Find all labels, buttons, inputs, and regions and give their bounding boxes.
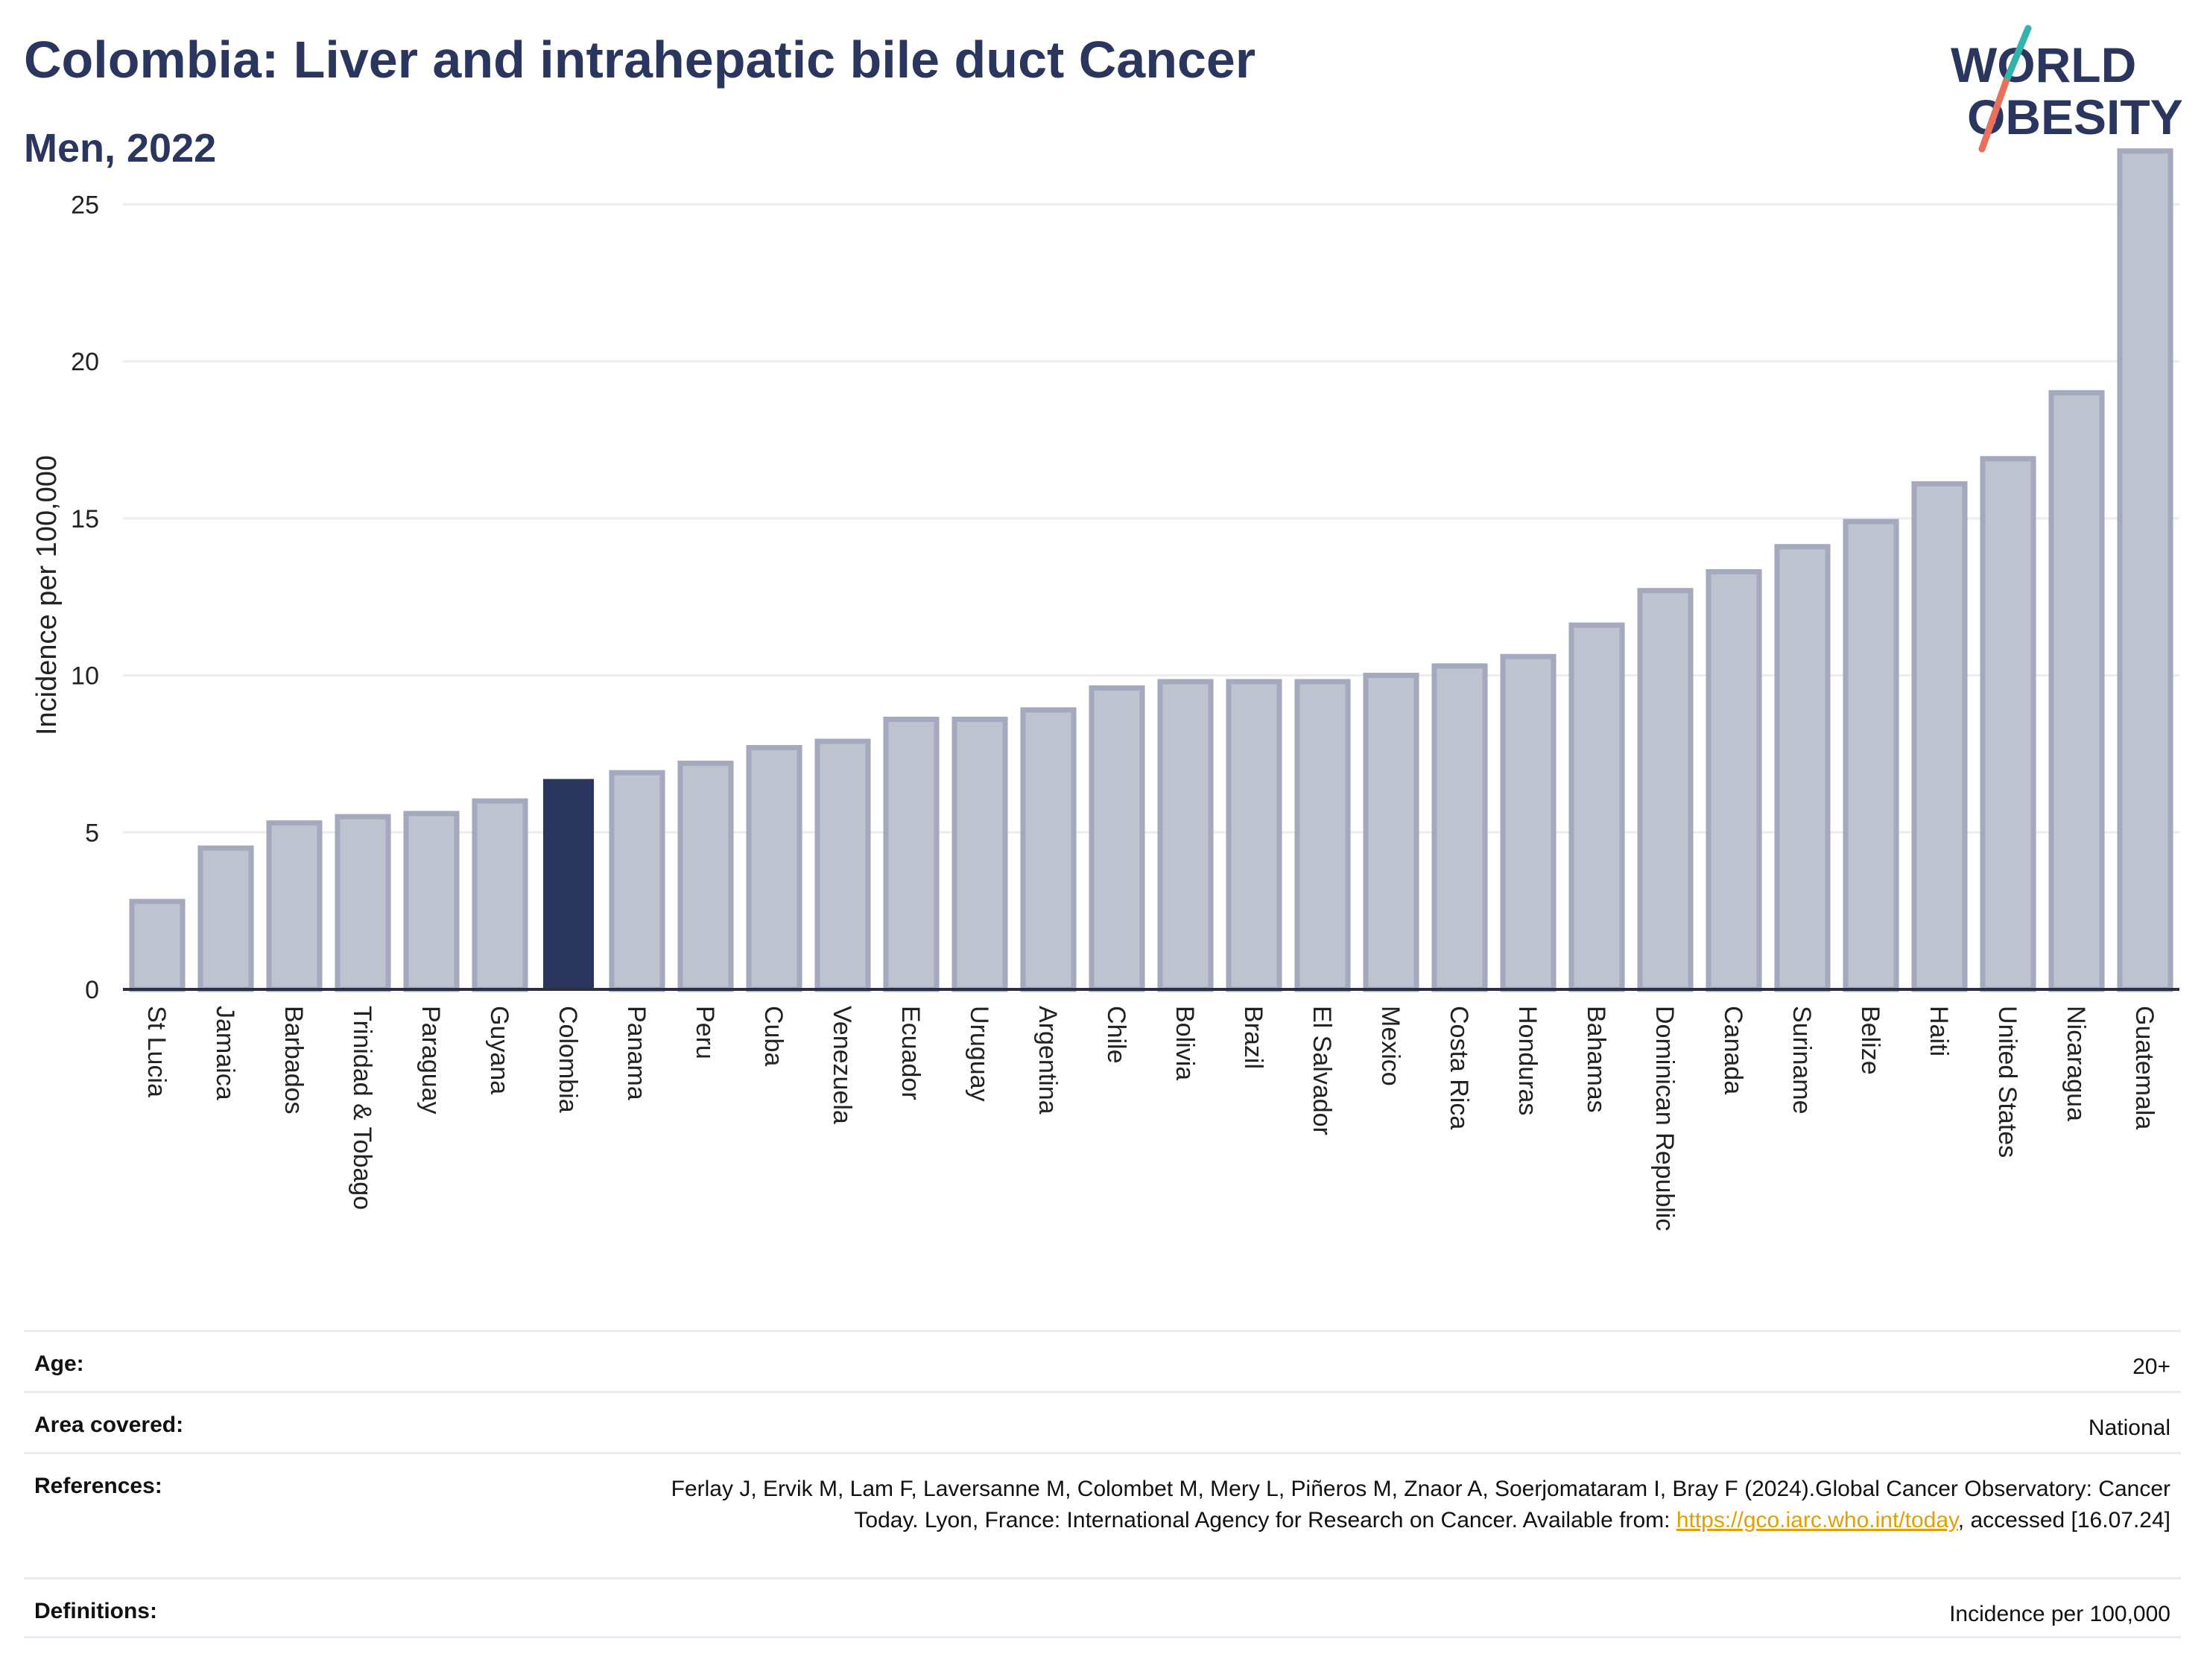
bar — [542, 779, 595, 989]
bar — [1911, 481, 1968, 992]
x-tick-label: Dominican Republic — [1650, 1006, 1679, 1231]
x-tick-label: Bolivia — [1171, 1006, 1199, 1080]
references-accessed: , accessed [16.07.24] — [1957, 1508, 2170, 1532]
references-text: Ferlay J, Ervik M, Lam F, Laversanne M, … — [671, 1477, 2170, 1532]
page-subtitle: Men, 2022 — [24, 126, 217, 171]
bar — [1637, 588, 1694, 992]
bar — [1706, 568, 1762, 992]
y-tick-label: 25 — [71, 191, 99, 219]
x-tick-label: St Lucia — [142, 1006, 171, 1097]
bar — [609, 770, 665, 992]
bar — [266, 820, 323, 992]
bar — [951, 717, 1008, 992]
meta-value-definitions: Incidence per 100,000 — [1949, 1602, 2170, 1626]
bar — [1568, 622, 1625, 992]
bar — [335, 814, 391, 992]
bar — [1089, 685, 1145, 992]
y-axis-label: Incidence per 100,000 — [31, 455, 63, 735]
bar — [1157, 679, 1214, 992]
x-tick-label: Cuba — [759, 1006, 788, 1066]
x-tick-label: Trinidad & Tobago — [348, 1006, 376, 1210]
bar — [883, 717, 940, 992]
x-tick-label: Argentina — [1033, 1006, 1062, 1115]
x-tick-label: Ecuador — [896, 1006, 925, 1100]
x-tick-label: Costa Rica — [1445, 1006, 1473, 1129]
x-tick-label: United States — [1993, 1006, 2021, 1158]
bar — [1226, 679, 1282, 992]
world-obesity-logo: WORLD OBESITY — [1951, 25, 2183, 153]
bar — [1843, 519, 1899, 992]
bar — [1294, 679, 1351, 992]
y-tick-label: 5 — [85, 819, 99, 847]
x-tick-label: Nicaragua — [2062, 1006, 2090, 1121]
bar — [472, 798, 528, 992]
x-tick-label: Belize — [1856, 1006, 1884, 1075]
bar — [1431, 663, 1488, 992]
x-tick-label: Bahamas — [1582, 1006, 1610, 1113]
references-link[interactable]: https://gco.iarc.who.int/today — [1676, 1508, 1958, 1532]
x-tick-label: Barbados — [279, 1006, 308, 1115]
meta-row-age: Age: 20+ — [24, 1330, 2181, 1391]
x-tick-label: Colombia — [554, 1006, 582, 1113]
logo-slash-teal — [2002, 25, 2032, 86]
x-tick-label: Haiti — [1925, 1006, 1953, 1056]
bar-chart: 0 5 10 15 20 25 Incidence per 100,000 St Lucia J… — [31, 148, 2179, 1231]
x-tick-label: Uruguay — [965, 1006, 993, 1102]
logo-line-1: WORLD — [1951, 37, 2136, 92]
meta-value-area: National — [2088, 1416, 2170, 1440]
meta-label-age: Age: — [34, 1351, 84, 1376]
bar — [197, 845, 254, 992]
x-tick-label: Peru — [691, 1006, 719, 1059]
meta-value-references: Ferlay J, Ervik M, Lam F, Laversanne M, … — [643, 1474, 2170, 1577]
bar — [403, 811, 460, 992]
page-title: Colombia: Liver and intrahepatic bile du… — [24, 31, 1256, 89]
logo-slash-coral — [1978, 78, 2010, 153]
meta-label-references: References: — [34, 1474, 162, 1498]
y-tick-label: 10 — [71, 662, 99, 691]
meta-label-area: Area covered: — [34, 1413, 184, 1437]
bar — [1363, 673, 1419, 992]
y-tick-label: 20 — [71, 348, 99, 376]
x-tick-label: Brazil — [1239, 1006, 1267, 1069]
x-tick-label: Guyana — [485, 1006, 513, 1094]
bar — [2048, 390, 2105, 992]
bar — [746, 744, 802, 992]
bar — [129, 898, 186, 992]
bar — [677, 761, 734, 992]
x-tick-label: Canada — [1719, 1006, 1747, 1094]
meta-row-references: References: Ferlay J, Ervik M, Lam F, La… — [24, 1452, 2181, 1577]
x-tick-label: El Salvador — [1308, 1006, 1336, 1135]
metadata-table: Age: 20+ Area covered: National Referenc… — [24, 1330, 2181, 1638]
x-tick-label: Mexico — [1376, 1006, 1405, 1086]
meta-row-definitions: Definitions: Incidence per 100,000 — [24, 1577, 2181, 1638]
bar — [1500, 653, 1557, 992]
meta-label-definitions: Definitions: — [34, 1599, 157, 1623]
bar — [2117, 148, 2173, 992]
x-tick-label: Paraguay — [417, 1006, 445, 1115]
x-tick-label: Chile — [1102, 1006, 1130, 1063]
x-tick-label: Guatemala — [2130, 1006, 2159, 1129]
y-tick-label: 0 — [85, 976, 99, 1004]
x-tick-label: Venezuela — [828, 1006, 856, 1124]
x-tick-label: Suriname — [1787, 1006, 1816, 1115]
bar — [1980, 456, 2036, 992]
bar — [814, 738, 871, 992]
bar — [1020, 707, 1077, 992]
meta-value-age: 20+ — [2132, 1354, 2170, 1379]
meta-row-area: Area covered: National — [24, 1391, 2181, 1452]
y-tick-label: 15 — [71, 505, 99, 533]
x-tick-label: Jamaica — [211, 1006, 239, 1100]
bar — [1774, 544, 1831, 992]
x-tick-label: Honduras — [1513, 1006, 1542, 1115]
x-tick-label: Panama — [622, 1006, 650, 1100]
